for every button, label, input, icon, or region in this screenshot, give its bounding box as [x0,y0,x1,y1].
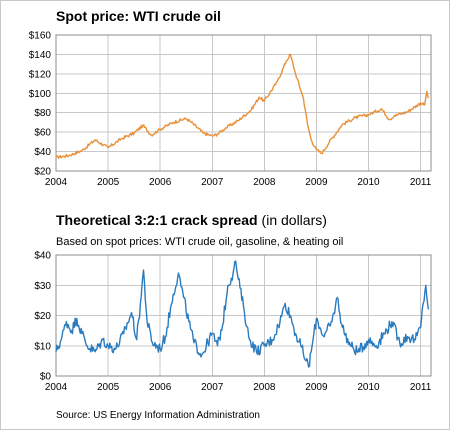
oil-plot-frame [55,34,432,172]
oil-y-tick-label: $40 [34,147,51,158]
crack-x-tick-label: 2009 [305,382,328,393]
source-note: Source: US Energy Information Administra… [56,410,260,421]
crack-x-tick-label: 2005 [97,382,120,393]
oil-x-tick-label: 2011 [410,177,432,188]
crack-chart-title-main: Theoretical 3:2:1 crack spread [56,212,258,228]
oil-x-tick-label: 2005 [97,177,120,188]
oil-x-tick-label: 2009 [305,177,328,188]
crack-spread-plot: $0 $10 $20 $30 $40 2004 2005 2006 2007 2008 2009 20… [34,251,431,394]
crack-chart-subtitle: Based on spot prices: WTI crude oil, gas… [56,236,343,248]
crack-x-tick-label: 2007 [201,382,224,393]
crack-x-tick-label: 2004 [45,382,68,393]
crack-series-line [55,260,430,368]
crack-y-tick-label: $40 [34,251,51,262]
crack-x-tick-label: 2008 [253,382,276,393]
oil-y-tick-label: $60 [34,128,51,139]
crack-y-tick-label: $10 [34,341,51,352]
oil-chart-title: Spot price: WTI crude oil [56,8,221,24]
crack-plot-frame [55,254,432,377]
crack-chart-title-unit: (in dollars) [262,212,327,228]
oil-x-tick-label: 2008 [253,177,276,188]
oil-y-tick-label: $100 [29,89,52,100]
crack-y-tick-label: $20 [34,311,51,322]
crack-x-tick-label: 2010 [357,382,380,393]
oil-x-tick-label: 2007 [201,177,224,188]
crack-y-tick-label: $30 [34,281,51,292]
crack-x-tick-label: 2011 [410,382,432,393]
oil-x-tick-label: 2006 [149,177,172,188]
oil-price-plot: $20 $40 $60 $80 $100 $120 $140 $160 2004 2005 2006… [29,31,432,189]
crack-chart-title: Theoretical 3:2:1 crack spread (in dollar… [56,212,327,228]
oil-y-tick-label: $20 [34,167,51,178]
crack-y-tick-label: $0 [40,372,52,383]
oil-y-tick-label: $160 [29,31,52,42]
oil-series-line [55,53,430,159]
oil-y-tick-label: $140 [29,50,52,61]
oil-x-tick-label: 2010 [357,177,380,188]
oil-x-tick-label: 2004 [45,177,68,188]
oil-y-tick-label: $120 [29,69,52,80]
crack-x-tick-label: 2006 [149,382,172,393]
oil-y-tick-label: $80 [34,108,51,119]
